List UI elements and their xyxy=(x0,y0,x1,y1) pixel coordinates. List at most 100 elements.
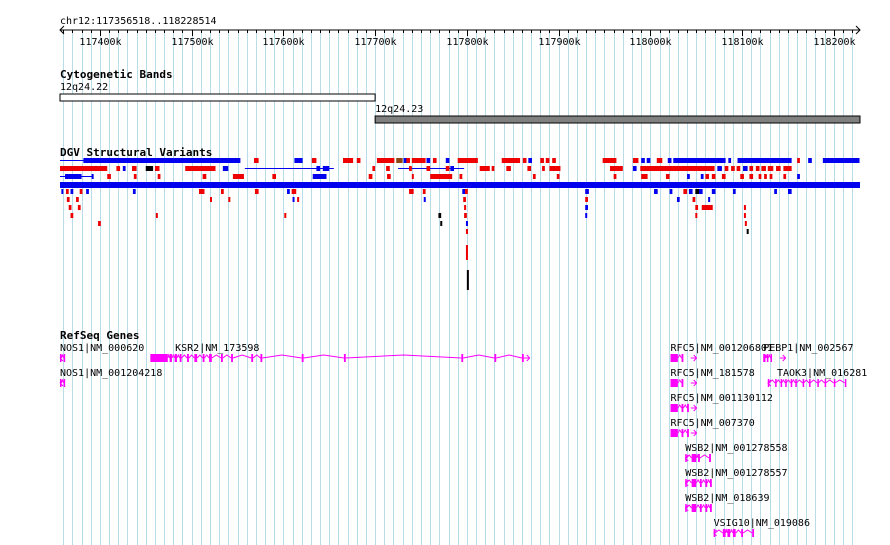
gene-RFC5|NM_007370[interactable]: RFC5|NM_007370 xyxy=(670,418,755,437)
dgv-variant-loss[interactable] xyxy=(705,174,710,179)
dgv-variant-gain[interactable] xyxy=(708,197,711,202)
dgv-variant-loss[interactable] xyxy=(522,158,527,163)
dgv-variant-other[interactable] xyxy=(746,229,749,234)
dgv-variant-gain[interactable] xyxy=(83,158,241,163)
gene-NOS1|NM_000620[interactable]: NOS1|NM_000620 xyxy=(59,343,144,362)
dgv-variant-gain[interactable] xyxy=(732,189,736,194)
dgv-variant-loss[interactable] xyxy=(743,213,746,218)
gene-NOS1|NM_001204218[interactable]: NOS1|NM_001204218 xyxy=(59,368,162,387)
dgv-variant-loss[interactable] xyxy=(284,213,287,218)
dgv-variant-loss[interactable] xyxy=(767,166,774,171)
dgv-variant-loss[interactable] xyxy=(406,158,410,163)
dgv-variant-gain[interactable] xyxy=(423,197,426,202)
dgv-variant-gain[interactable] xyxy=(222,166,229,171)
dgv-variant-gain[interactable] xyxy=(585,213,588,218)
dgv-variant-loss[interactable] xyxy=(66,197,70,202)
dgv-variant-loss[interactable] xyxy=(532,174,536,179)
dgv-variant-gain[interactable] xyxy=(808,158,812,163)
dgv-variant-loss[interactable] xyxy=(736,166,741,171)
dgv-variant-other[interactable] xyxy=(695,189,699,194)
dgv-variant-loss[interactable] xyxy=(254,189,259,194)
dgv-variant-gain[interactable] xyxy=(654,189,658,194)
dgv-variant-loss[interactable] xyxy=(76,197,79,202)
dgv-variant-gain[interactable] xyxy=(632,166,637,171)
dgv-variant-loss[interactable] xyxy=(740,174,744,179)
dgv-variant-other[interactable] xyxy=(145,166,154,171)
dgv-variant-loss[interactable] xyxy=(133,174,137,179)
dgv-variant-loss[interactable] xyxy=(501,158,521,163)
dgv-variant-loss[interactable] xyxy=(372,166,376,171)
dgv-variant-loss[interactable] xyxy=(743,205,746,210)
dgv-variant-loss[interactable] xyxy=(545,158,550,163)
dgv-variant-loss[interactable] xyxy=(695,205,699,210)
gene-TAOK3|NM_016281[interactable]: TAOK3|NM_016281 xyxy=(767,368,867,387)
dgv-variant-gain[interactable] xyxy=(700,174,704,179)
dgv-variant-loss[interactable] xyxy=(769,174,773,179)
dgv-variant-gain[interactable] xyxy=(316,166,321,171)
dgv-variant-loss[interactable] xyxy=(457,158,478,163)
gene-WSB2|NM_001278557[interactable]: WSB2|NM_001278557 xyxy=(684,468,788,487)
dgv-variant-gain[interactable] xyxy=(426,158,431,163)
gene-KSR2|NM_173598[interactable]: KSR2|NM_173598 xyxy=(150,343,531,362)
dgv-variant-loss[interactable] xyxy=(116,166,121,171)
dgv-variant-loss[interactable] xyxy=(731,166,735,171)
dgv-variant-loss[interactable] xyxy=(185,166,216,171)
dgv-variant-loss[interactable] xyxy=(491,166,495,171)
dgv-variant-gain[interactable] xyxy=(711,189,716,194)
dgv-variant-loss[interactable] xyxy=(797,158,800,163)
dgv-variant-loss[interactable] xyxy=(464,213,467,218)
gene-RFC5|NM_001206801[interactable]: RFC5|NM_001206801 xyxy=(670,343,773,362)
dgv-variant-gain[interactable] xyxy=(294,158,303,163)
dgv-variant-gain[interactable] xyxy=(585,189,589,194)
dgv-variant-loss[interactable] xyxy=(430,174,453,179)
dgv-variant-loss[interactable] xyxy=(445,166,450,171)
dgv-variant-loss[interactable] xyxy=(585,197,588,202)
refseq-genes-track[interactable]: RefSeq Genes NOS1|NM_000620 KSR2|NM_17359… xyxy=(59,329,867,537)
dgv-variant-loss[interactable] xyxy=(311,158,317,163)
dgv-variant-gain[interactable] xyxy=(228,158,241,163)
dgv-variant-loss[interactable] xyxy=(683,189,688,194)
dgv-variant-gain[interactable] xyxy=(132,189,136,194)
dgv-variant-gain[interactable] xyxy=(528,158,533,163)
dgv-variant-gain[interactable] xyxy=(465,221,468,226)
dgv-variant-gain[interactable] xyxy=(646,158,651,163)
dgv-variant-gain[interactable] xyxy=(669,189,673,194)
dgv-variant-loss[interactable] xyxy=(465,245,468,260)
dgv-variant-loss[interactable] xyxy=(232,174,244,179)
dgv-variant-loss[interactable] xyxy=(783,166,792,171)
dgv-variant-loss[interactable] xyxy=(761,166,766,171)
dgv-variant-loss[interactable] xyxy=(724,166,729,171)
dgv-variant-gain[interactable] xyxy=(737,158,792,163)
dgv-variant-gain[interactable] xyxy=(60,182,860,188)
dgv-variant-gain[interactable] xyxy=(450,166,455,171)
dgv-variant-loss[interactable] xyxy=(632,158,639,163)
dgv-variant-loss[interactable] xyxy=(711,174,716,179)
dgv-variant-loss[interactable] xyxy=(549,166,561,171)
dgv-variant-loss[interactable] xyxy=(755,166,760,171)
gene-WSB2|NM_001278558[interactable]: WSB2|NM_001278558 xyxy=(684,443,788,462)
dgv-variant-loss[interactable] xyxy=(721,174,726,179)
dgv-variant-loss[interactable] xyxy=(368,174,373,179)
dgv-variant-loss[interactable] xyxy=(701,205,713,210)
dgv-variant-gain[interactable] xyxy=(86,189,89,194)
dgv-variant-gain[interactable] xyxy=(585,205,588,210)
dgv-variant-gain[interactable] xyxy=(462,189,466,194)
dgv-variant-loss[interactable] xyxy=(387,174,391,179)
dgv-variant-gain[interactable] xyxy=(122,166,126,171)
dgv-variant-loss[interactable] xyxy=(60,166,108,171)
dgv-variant-loss[interactable] xyxy=(272,174,277,179)
dgv-variant-gain[interactable] xyxy=(287,189,290,194)
dgv-variant-loss[interactable] xyxy=(776,166,781,171)
dgv-variant-inversion[interactable] xyxy=(396,158,403,163)
dgv-variant-loss[interactable] xyxy=(132,166,137,171)
gene-WSB2|NM_018639[interactable]: WSB2|NM_018639 xyxy=(684,493,770,512)
dgv-variant-loss[interactable] xyxy=(98,221,101,226)
dgv-variant-loss[interactable] xyxy=(343,158,354,163)
dgv-variant-gain[interactable] xyxy=(312,174,327,179)
dgv-variant-loss[interactable] xyxy=(411,158,426,163)
dgv-variant-gain[interactable] xyxy=(787,189,792,194)
dgv-variant-loss[interactable] xyxy=(542,166,545,171)
dgv-variant-loss[interactable] xyxy=(411,174,414,179)
dgv-variant-loss[interactable] xyxy=(426,166,431,171)
dgv-variant-other[interactable] xyxy=(440,221,443,226)
